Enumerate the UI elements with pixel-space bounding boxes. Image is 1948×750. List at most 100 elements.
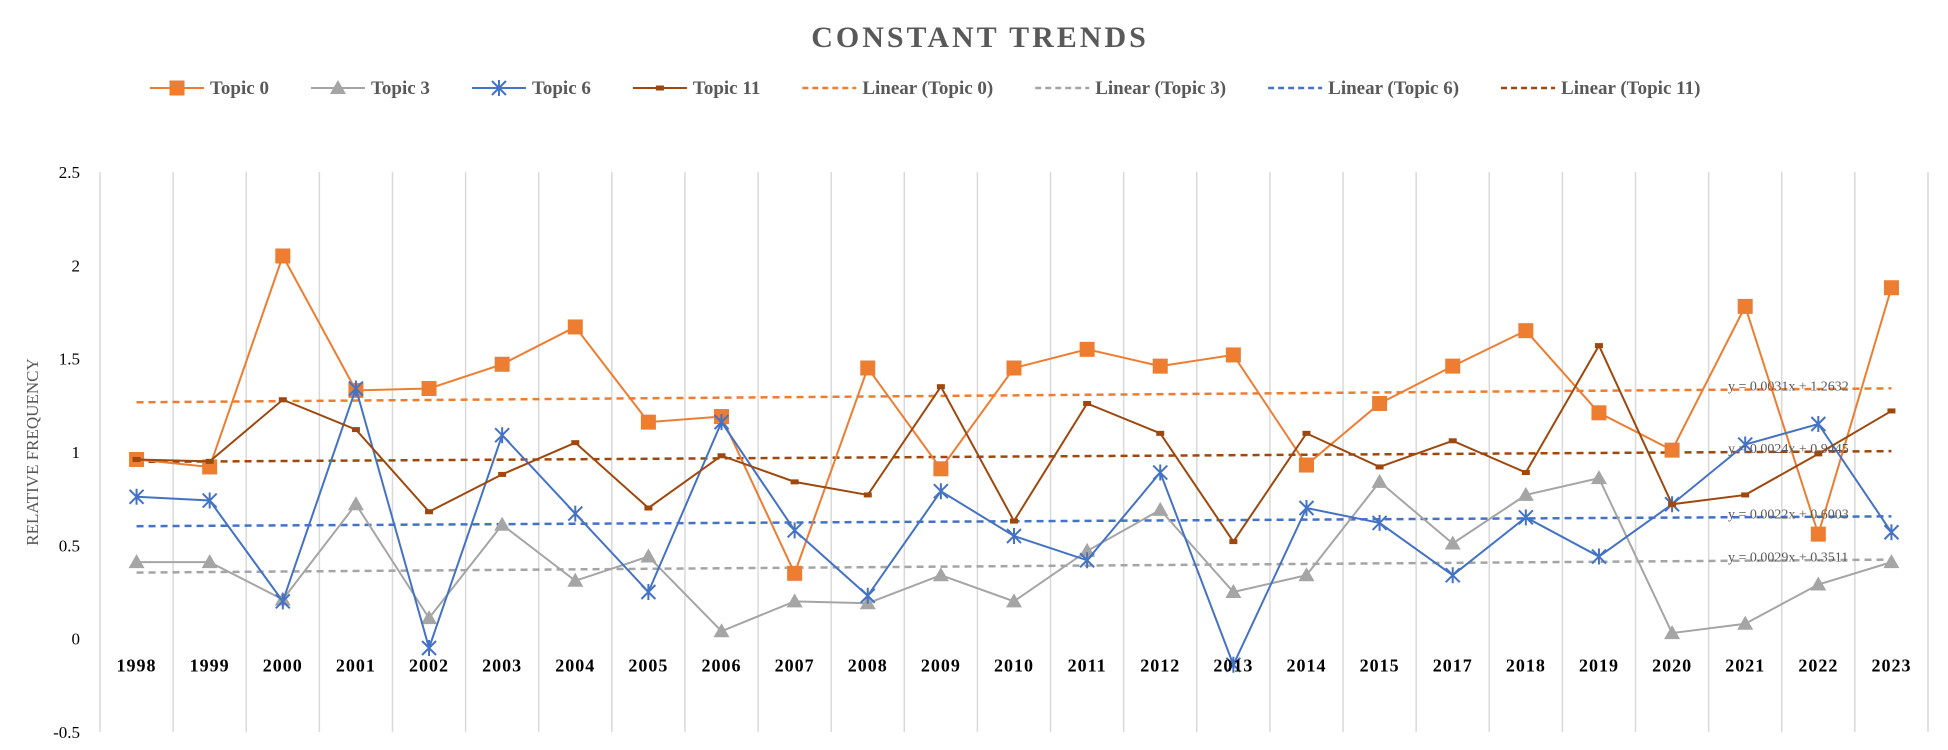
legend-label: Linear (Topic 0) xyxy=(862,78,993,99)
data-point xyxy=(494,356,510,372)
series-topic-6 xyxy=(128,380,1900,673)
data-point xyxy=(132,456,141,462)
data-point xyxy=(1737,436,1753,453)
data-point xyxy=(1883,554,1900,569)
x-tick-label: 2011 xyxy=(1068,656,1107,676)
x-tick-label: 2001 xyxy=(336,656,376,676)
data-point xyxy=(498,471,507,477)
trendline-equations: y = 0.0031x + 1.2632 y = 0.0029x + 0.3511… xyxy=(1728,379,1849,565)
series-line xyxy=(136,385,1893,668)
x-tick-label: 2017 xyxy=(1433,656,1473,676)
data-point xyxy=(1741,492,1750,498)
x-tick-label: 2018 xyxy=(1506,656,1546,676)
data-point xyxy=(1229,539,1238,545)
data-point xyxy=(790,479,799,485)
data-point xyxy=(1225,656,1242,673)
data-point xyxy=(787,565,803,581)
data-point xyxy=(1810,526,1826,542)
x-tick-label: 2007 xyxy=(775,656,815,676)
x-tick-label: 2010 xyxy=(994,656,1034,676)
legend-marker xyxy=(169,80,185,96)
legend-label: Topic 0 xyxy=(210,78,269,99)
series-topic-11 xyxy=(132,343,1896,545)
data-point xyxy=(1883,280,1899,296)
series-topic-0 xyxy=(129,248,1899,581)
legend-item: Topic 11 xyxy=(632,78,760,99)
data-point xyxy=(351,427,360,433)
data-point xyxy=(1814,451,1823,457)
grid xyxy=(99,172,1929,732)
data-point xyxy=(201,492,218,509)
data-point xyxy=(1079,542,1096,557)
data-point xyxy=(1594,343,1603,349)
trendline xyxy=(136,558,1892,574)
data-point xyxy=(205,458,214,464)
x-tick-label: 2014 xyxy=(1286,656,1326,676)
data-point xyxy=(713,623,730,638)
chart-title: CONSTANT TRENDS xyxy=(811,21,1149,54)
legend-item: Topic 3 xyxy=(310,78,430,99)
data-point xyxy=(1156,430,1165,436)
data-point xyxy=(1079,552,1095,569)
data-point xyxy=(1006,528,1022,544)
data-point xyxy=(421,640,437,656)
data-point xyxy=(348,380,364,397)
data-point xyxy=(640,414,656,430)
data-point xyxy=(1372,395,1388,411)
legend-item: Topic 6 xyxy=(471,78,591,99)
data-point xyxy=(860,360,876,376)
data-point xyxy=(1152,358,1168,374)
data-point xyxy=(1445,358,1461,374)
data-point xyxy=(1518,323,1534,339)
data-point xyxy=(1006,360,1022,376)
data-point xyxy=(567,505,583,522)
data-point xyxy=(1591,548,1607,565)
data-point xyxy=(1445,567,1461,584)
trendline-equation: y = 0.0031x + 1.2632 xyxy=(1728,379,1849,394)
y-tick-label: 0.5 xyxy=(59,536,80,555)
legend-label: Linear (Topic 6) xyxy=(1328,78,1459,99)
data-point xyxy=(421,610,438,625)
data-point xyxy=(786,593,803,608)
data-point xyxy=(1518,509,1534,526)
x-tick-label: 2015 xyxy=(1360,656,1400,676)
data-point xyxy=(275,248,291,264)
x-tick-label: 2022 xyxy=(1798,656,1838,676)
data-point xyxy=(717,453,726,459)
y-axis: -0.5 0 0.5 1 1.5 2 2.5 xyxy=(53,163,80,742)
data-point xyxy=(1298,457,1314,473)
legend-marker xyxy=(329,80,346,94)
legend-item: Linear (Topic 11) xyxy=(1501,78,1700,99)
x-tick-label: 2021 xyxy=(1725,656,1765,676)
x-tick-label: 2002 xyxy=(409,656,449,676)
data-point xyxy=(1152,464,1168,481)
x-tick-label: 2000 xyxy=(263,656,303,676)
data-point xyxy=(1668,501,1677,507)
data-point xyxy=(1810,416,1827,432)
trendline-equation: y = 0.0024x + 0.9445 xyxy=(1728,442,1849,457)
data-point xyxy=(1664,625,1681,640)
series-line xyxy=(136,253,1893,576)
data-point xyxy=(933,483,949,500)
data-point xyxy=(1079,341,1095,357)
data-point xyxy=(786,522,803,539)
data-point xyxy=(421,381,437,397)
data-point xyxy=(494,516,511,531)
data-point xyxy=(640,584,657,600)
data-point xyxy=(1006,593,1022,608)
legend-label: Topic 11 xyxy=(693,78,760,99)
data-point xyxy=(1152,501,1169,516)
data-point xyxy=(1883,524,1900,541)
data-point xyxy=(860,587,876,604)
legend-label: Linear (Topic 11) xyxy=(1561,78,1700,99)
data-point xyxy=(1298,567,1315,582)
data-point xyxy=(933,461,949,477)
data-point xyxy=(1591,405,1607,421)
x-tick-label: 2009 xyxy=(921,656,961,676)
trendline xyxy=(136,387,1892,404)
x-tick-label: 2013 xyxy=(1213,656,1253,676)
trendline-equation: y = 0.0022x + 0.6003 xyxy=(1728,507,1849,522)
data-point xyxy=(571,440,580,446)
y-tick-label: 2 xyxy=(72,256,81,275)
